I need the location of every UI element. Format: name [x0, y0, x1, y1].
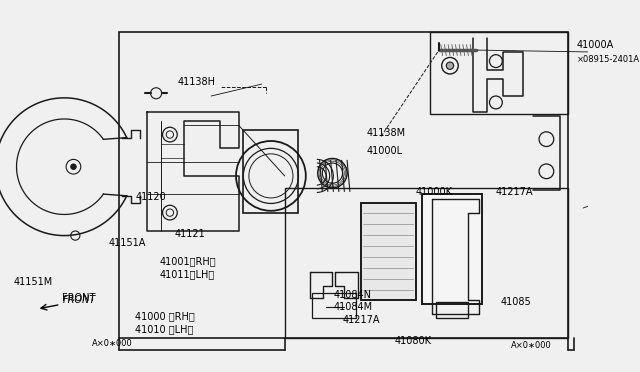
Text: FRONT: FRONT — [63, 295, 96, 305]
Text: 41080K: 41080K — [395, 336, 432, 346]
Text: 41000L: 41000L — [367, 146, 403, 156]
Circle shape — [70, 164, 76, 170]
Text: ×08915-2401A: ×08915-2401A — [577, 55, 640, 64]
Text: 41000 〈RH〉: 41000 〈RH〉 — [135, 311, 195, 321]
Text: 41120: 41120 — [136, 192, 166, 202]
Text: A×0∗000: A×0∗000 — [511, 341, 551, 350]
Text: 41084M: 41084M — [333, 302, 372, 312]
Bar — [361, 203, 416, 300]
Bar — [312, 292, 356, 318]
Text: 41151M: 41151M — [14, 276, 53, 286]
Text: 41000K: 41000K — [415, 186, 452, 196]
Bar — [285, 188, 568, 339]
Text: FRONT: FRONT — [63, 293, 96, 303]
Text: 41010 〈LH〉: 41010 〈LH〉 — [135, 324, 193, 334]
Text: 41011〈LH〉: 41011〈LH〉 — [160, 269, 215, 279]
Text: 41000A: 41000A — [577, 39, 614, 49]
Text: 41001〈RH〉: 41001〈RH〉 — [160, 256, 216, 266]
Bar — [430, 32, 568, 114]
Text: 41121: 41121 — [175, 229, 205, 239]
Bar — [422, 194, 482, 304]
Text: 41217A: 41217A — [342, 315, 380, 325]
Text: 41138H: 41138H — [177, 77, 215, 87]
Bar — [243, 130, 298, 213]
Bar — [422, 194, 482, 304]
Bar — [436, 302, 468, 318]
Text: 41085: 41085 — [500, 297, 531, 307]
Text: 41151A: 41151A — [108, 238, 146, 248]
Text: A×0∗000: A×0∗000 — [92, 339, 132, 349]
Text: 41217A: 41217A — [496, 186, 533, 196]
Circle shape — [446, 62, 454, 69]
Text: 41138M: 41138M — [367, 128, 406, 138]
Bar — [361, 203, 416, 300]
Text: 41084N: 41084N — [333, 290, 371, 300]
Bar — [120, 32, 568, 339]
